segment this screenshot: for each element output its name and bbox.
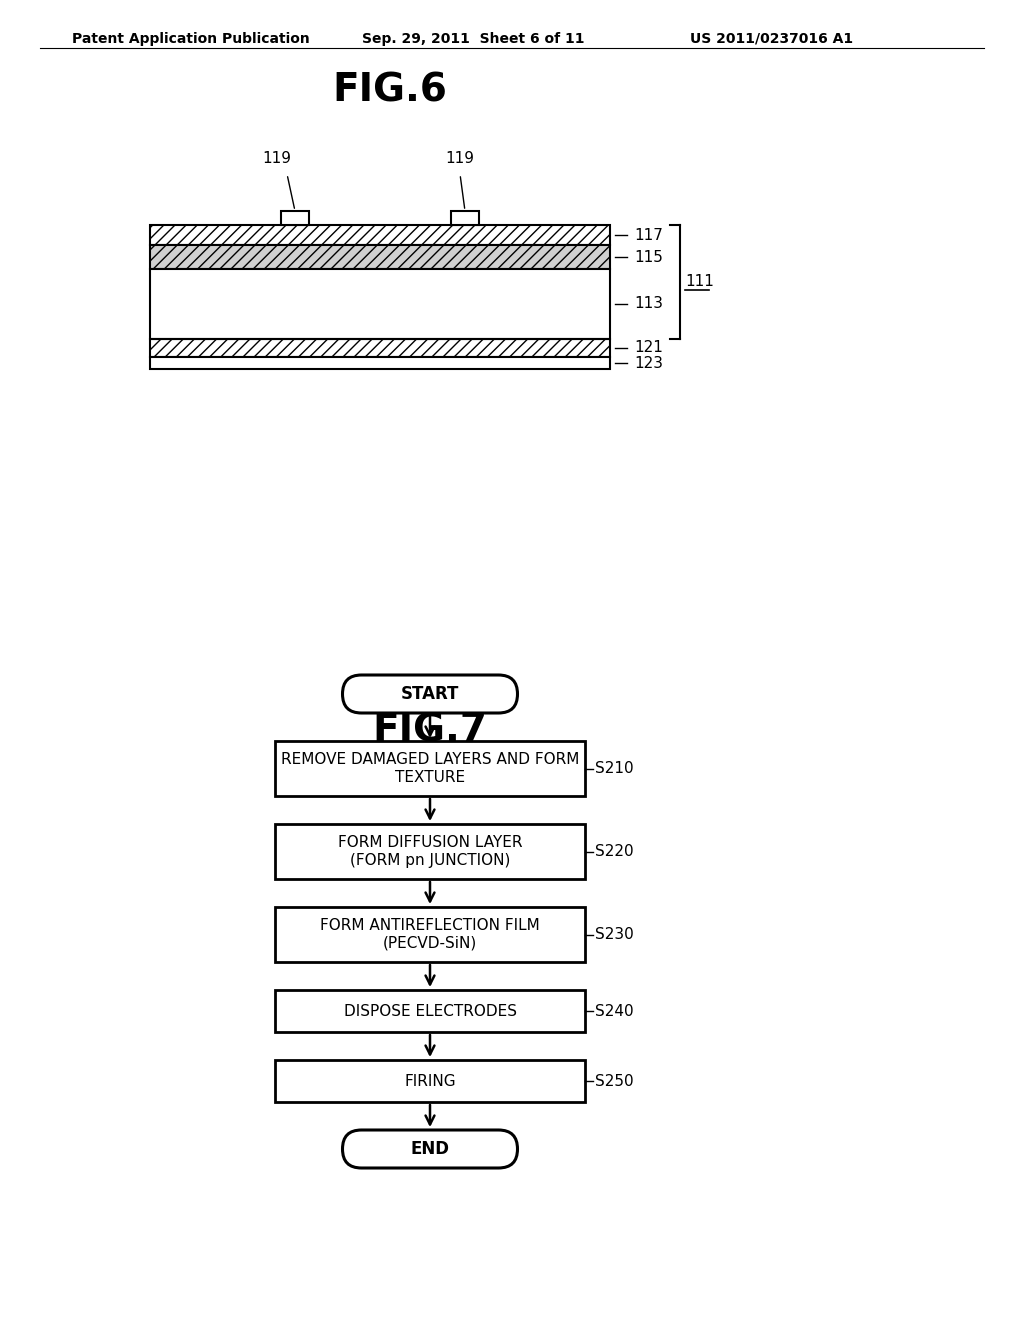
Bar	[150, 356, 610, 370]
Text: 123: 123	[634, 355, 663, 371]
Text: 121: 121	[634, 341, 663, 355]
Text: FIG.6: FIG.6	[333, 73, 447, 110]
Bar	[275, 907, 585, 962]
Text: US 2011/0237016 A1: US 2011/0237016 A1	[690, 32, 853, 46]
Text: Patent Application Publication: Patent Application Publication	[72, 32, 309, 46]
Text: 119: 119	[445, 150, 474, 166]
Bar	[275, 1060, 585, 1102]
Bar	[275, 824, 585, 879]
FancyBboxPatch shape	[342, 675, 517, 713]
Text: S230: S230	[595, 927, 634, 942]
Text: S220: S220	[595, 843, 634, 859]
Bar	[281, 211, 309, 224]
Bar	[451, 211, 479, 224]
Text: S240: S240	[595, 1003, 634, 1019]
Text: S250: S250	[595, 1073, 634, 1089]
Text: FIG.7: FIG.7	[373, 711, 487, 750]
Text: FIRING: FIRING	[404, 1073, 456, 1089]
Text: FORM DIFFUSION LAYER
(FORM pn JUNCTION): FORM DIFFUSION LAYER (FORM pn JUNCTION)	[338, 836, 522, 867]
Text: S210: S210	[595, 762, 634, 776]
Text: FORM ANTIREFLECTION FILM
(PECVD-SiN): FORM ANTIREFLECTION FILM (PECVD-SiN)	[321, 919, 540, 950]
Text: 117: 117	[634, 227, 663, 243]
FancyBboxPatch shape	[342, 1130, 517, 1168]
Text: DISPOSE ELECTRODES: DISPOSE ELECTRODES	[343, 1003, 516, 1019]
Bar	[150, 224, 610, 246]
Bar	[150, 339, 610, 356]
Text: Sep. 29, 2011  Sheet 6 of 11: Sep. 29, 2011 Sheet 6 of 11	[362, 32, 585, 46]
Text: REMOVE DAMAGED LAYERS AND FORM
TEXTURE: REMOVE DAMAGED LAYERS AND FORM TEXTURE	[281, 752, 580, 784]
Text: 115: 115	[634, 249, 663, 264]
Text: START: START	[400, 685, 459, 704]
Bar	[275, 741, 585, 796]
Text: 111: 111	[685, 275, 714, 289]
Bar	[150, 246, 610, 269]
Text: END: END	[411, 1140, 450, 1158]
Text: 119: 119	[262, 150, 292, 166]
Text: 113: 113	[634, 297, 663, 312]
Bar	[275, 990, 585, 1032]
Bar	[150, 269, 610, 339]
